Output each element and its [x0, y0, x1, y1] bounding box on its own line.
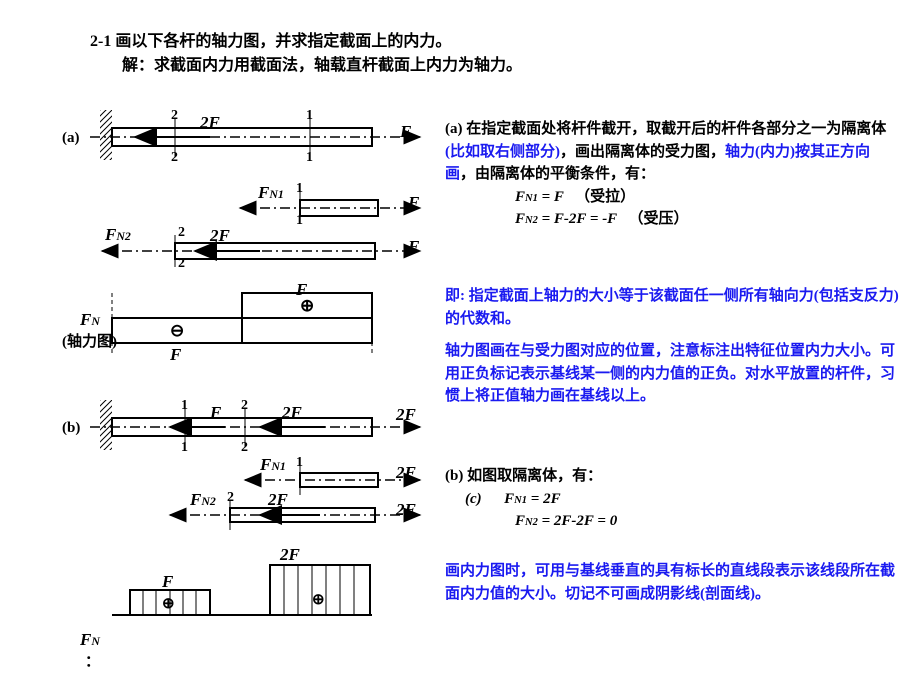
fb2-sec2t: 2: [178, 225, 185, 241]
fb1-sec1t: 1: [296, 181, 303, 197]
plus-b2: ⊕: [312, 590, 325, 609]
a-head: (a): [445, 121, 463, 137]
lbl-2F-fb1b: 2F: [396, 463, 416, 483]
lbl-2F-a: 2F: [200, 113, 220, 133]
lbl-FN1: FN1: [258, 183, 284, 203]
lbl-2F-diag: 2F: [280, 545, 300, 565]
minus-a: ⊖: [170, 321, 184, 341]
fig-a-label: (a): [62, 130, 80, 147]
b-sec1t: 1: [181, 398, 188, 414]
bf2-sec: 2: [227, 490, 234, 506]
lbl-2F-br: 2F: [396, 405, 416, 425]
fb1-sec1b: 1: [296, 213, 303, 229]
fb2-sec2b: 2: [178, 256, 185, 272]
b-sec1b: 1: [181, 440, 188, 456]
lbl-F-b: F: [210, 403, 221, 423]
lbl-2F-b: 2F: [282, 403, 302, 423]
text-b2: 画内力图时，可用与基线垂直的具有标长的直线段表示该线段所在截面内力值的大小。切记…: [445, 560, 900, 605]
sec1-top: 1: [306, 108, 313, 124]
lbl-2F-fb2b: 2F: [268, 490, 288, 510]
sec1-bot: 1: [306, 150, 313, 166]
lbl-2F-fb2br: 2F: [396, 500, 416, 520]
b-sec2b: 2: [241, 440, 248, 456]
lbl-FN2: FN2: [105, 225, 131, 245]
lbl-F-diag: F: [162, 572, 173, 592]
bf1-sec: 1: [296, 455, 303, 471]
fig-b-label: (b): [62, 420, 80, 437]
lbl-F-a: F: [400, 122, 411, 142]
text-a2: 即: 指定截面上轴力的大小等于该截面任一侧所有轴向力(包括支反力)的代数和。 轴…: [445, 285, 900, 408]
lbl-FN2-b: FN2: [190, 490, 216, 510]
plus-a: ⊕: [300, 296, 314, 316]
plus-b1: ⊕: [162, 594, 175, 613]
lbl-2F-fb2: 2F: [210, 226, 230, 246]
lbl-F-fb1: F: [408, 193, 419, 213]
b-sec2t: 2: [241, 398, 248, 414]
colon: ：: [85, 650, 100, 671]
lbl-F-fb2: F: [408, 237, 419, 257]
sec2-bot: 2: [171, 150, 178, 166]
lbl-FN-b: FN: [80, 630, 100, 650]
lbl-FN1-b: FN1: [260, 455, 286, 475]
text-a: (a) 在指定截面处将杆件截开，取截开后的杆件各部分之一为隔离体(比如取右侧部分…: [445, 118, 900, 231]
lbl-FN: FN: [80, 310, 100, 330]
text-b: (b) 如图取隔离体，有： (c) FN1 = 2F FN2 = 2F-2F =…: [445, 465, 900, 533]
sec2-top: 2: [171, 108, 178, 124]
lbl-Fminus: F: [170, 345, 181, 365]
axial-label: (轴力图): [62, 330, 117, 351]
